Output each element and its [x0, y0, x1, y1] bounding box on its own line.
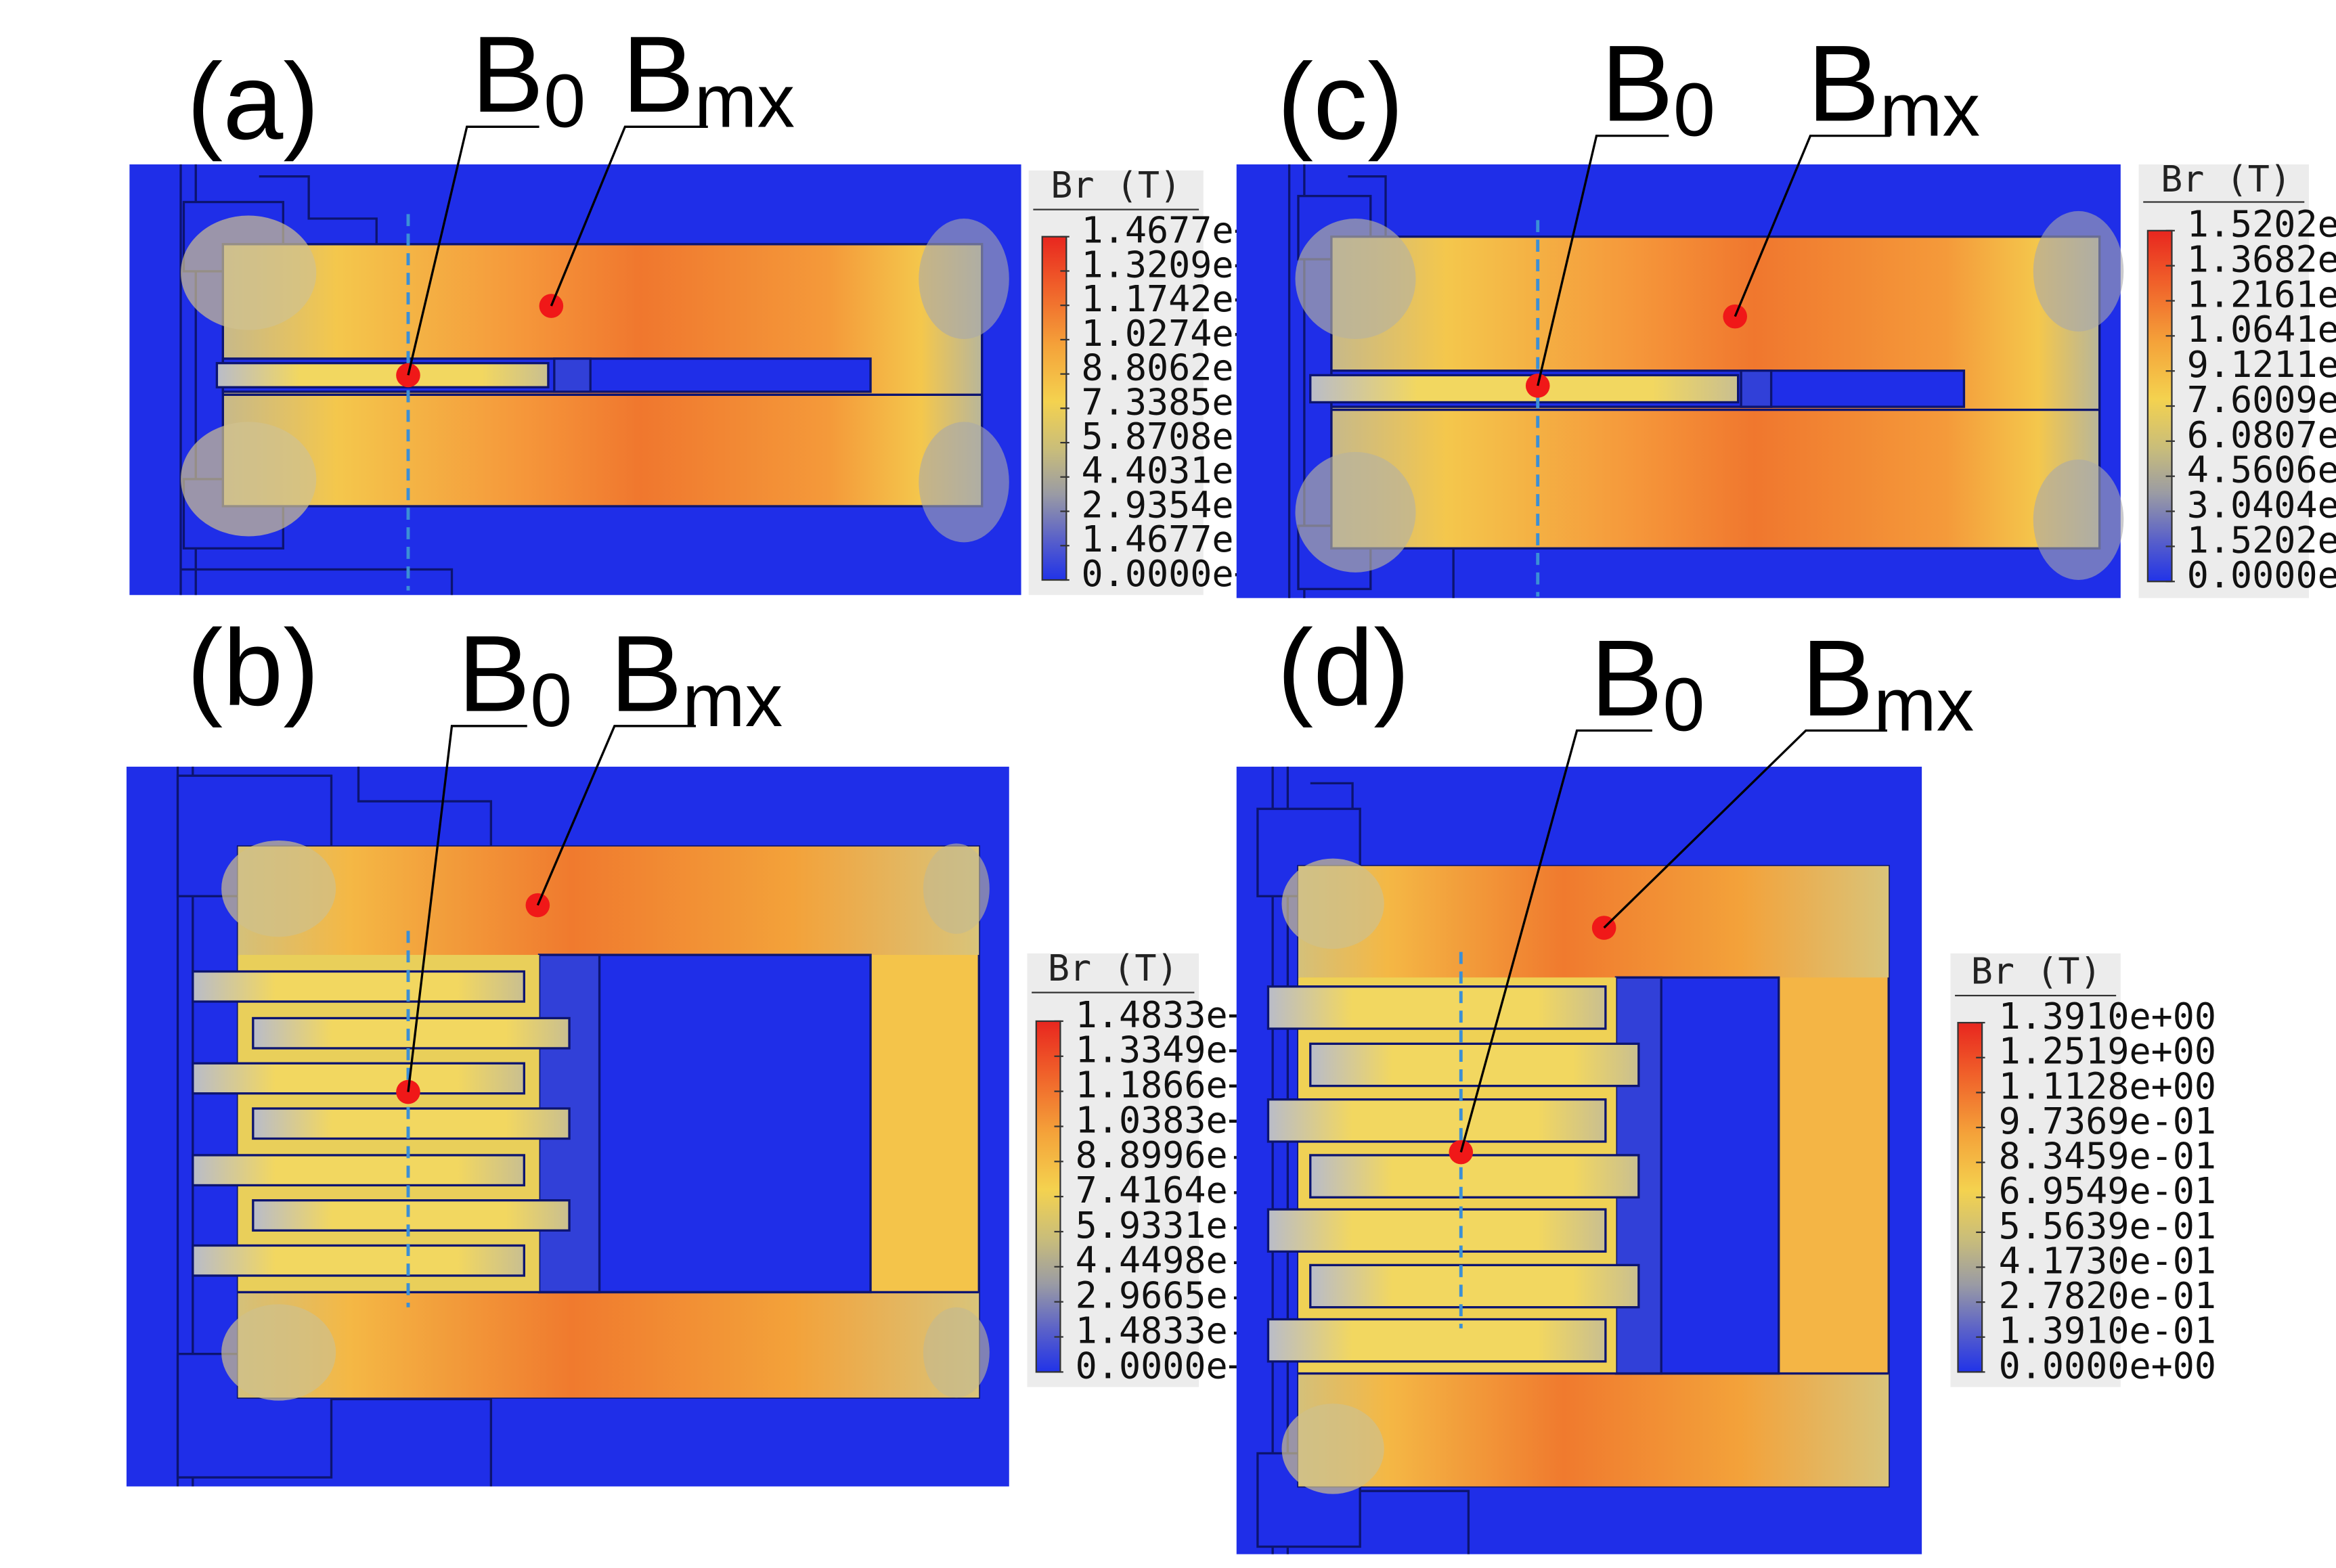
legend-value: 1.3910e-01	[1999, 1309, 2216, 1352]
panel-label-b: (b)	[187, 607, 319, 728]
legend-title-c: Br (T)	[2161, 158, 2291, 200]
panel-label-d: (d)	[1277, 607, 1410, 728]
legend-value: 8.3459e-01	[1999, 1135, 2216, 1178]
legend-value: 1.1128e+00	[1999, 1065, 2216, 1107]
coil-c	[1309, 374, 1740, 404]
panel-c: (c) B0 Bmx Br (T) 1.5202e+001.3682e+001.…	[1236, 22, 2336, 598]
legend-title-a: Br (T)	[1051, 164, 1181, 206]
panel-d: (d) B0 Bmx	[1236, 607, 2216, 1554]
legend-title-b: Br (T)	[1048, 947, 1178, 989]
legend-d: Br (T) 1.3910e+001.2519e+001.1128e+009.7…	[1950, 949, 2216, 1387]
legend-value: 0.0000e+00	[2187, 554, 2336, 596]
panel-label-a: (a)	[187, 41, 319, 162]
legend-value: 1.5202e+00	[2187, 203, 2336, 246]
bmx-label-b: Bmx	[610, 613, 783, 742]
b0-label-b: B0	[458, 613, 572, 742]
legend-title-d: Br (T)	[1971, 949, 2102, 992]
b0-label-a: B0	[471, 14, 586, 143]
coil-stack-b	[192, 970, 571, 1277]
coil-stack-d	[1266, 985, 1640, 1363]
legend-value: 5.5639e-01	[1999, 1205, 2216, 1247]
legend-values-c: 1.5202e+001.3682e+001.2161e+001.0641e+00…	[2165, 203, 2336, 596]
b0-label-d: B0	[1591, 617, 1705, 746]
legend-value: 6.0807e-01	[2187, 413, 2336, 456]
legend-value: 9.7369e-01	[1999, 1100, 2216, 1142]
legend-value: 1.5202e-01	[2187, 518, 2336, 561]
legend-value: 1.3910e+00	[1999, 995, 2216, 1037]
legend-value: 1.2161e+00	[2187, 273, 2336, 315]
legend-value: 1.0641e+00	[2187, 308, 2336, 351]
legend-value: 4.5606e-01	[2187, 449, 2336, 491]
legend-value: 1.3682e+00	[2187, 238, 2336, 281]
b0-marker-c	[1525, 374, 1550, 398]
legend-value: 4.1730e-01	[1999, 1239, 2216, 1282]
legend-value: 1.2519e+00	[1999, 1030, 2216, 1073]
panel-label-c: (c)	[1277, 41, 1404, 162]
b0-marker-b	[396, 1079, 420, 1104]
legend-c: Br (T) 1.5202e+001.3682e+001.2161e+001.0…	[2138, 158, 2336, 598]
legend-value: 7.6009e-01	[2187, 378, 2336, 421]
legend-value: 3.0404e-01	[2187, 483, 2336, 526]
panel-a: (a) B0 Bmx Br (T)	[129, 14, 1299, 596]
b0-label-c: B0	[1601, 22, 1715, 152]
bmx-label-c: Bmx	[1807, 22, 1980, 152]
legend-value: 0.0000e+00	[1999, 1344, 2216, 1387]
legend-value: 9.1211e-01	[2187, 343, 2336, 386]
legend-value: 6.9549e-01	[1999, 1169, 2216, 1212]
legend-value: 2.7820e-01	[1999, 1274, 2216, 1317]
coil-a	[215, 361, 550, 388]
bmx-label-a: Bmx	[622, 14, 795, 143]
panel-b: (b) B0	[126, 607, 1293, 1487]
bmx-label-d: Bmx	[1801, 617, 1974, 746]
legend-values-d: 1.3910e+001.2519e+001.1128e+009.7369e-01…	[1976, 995, 2216, 1387]
